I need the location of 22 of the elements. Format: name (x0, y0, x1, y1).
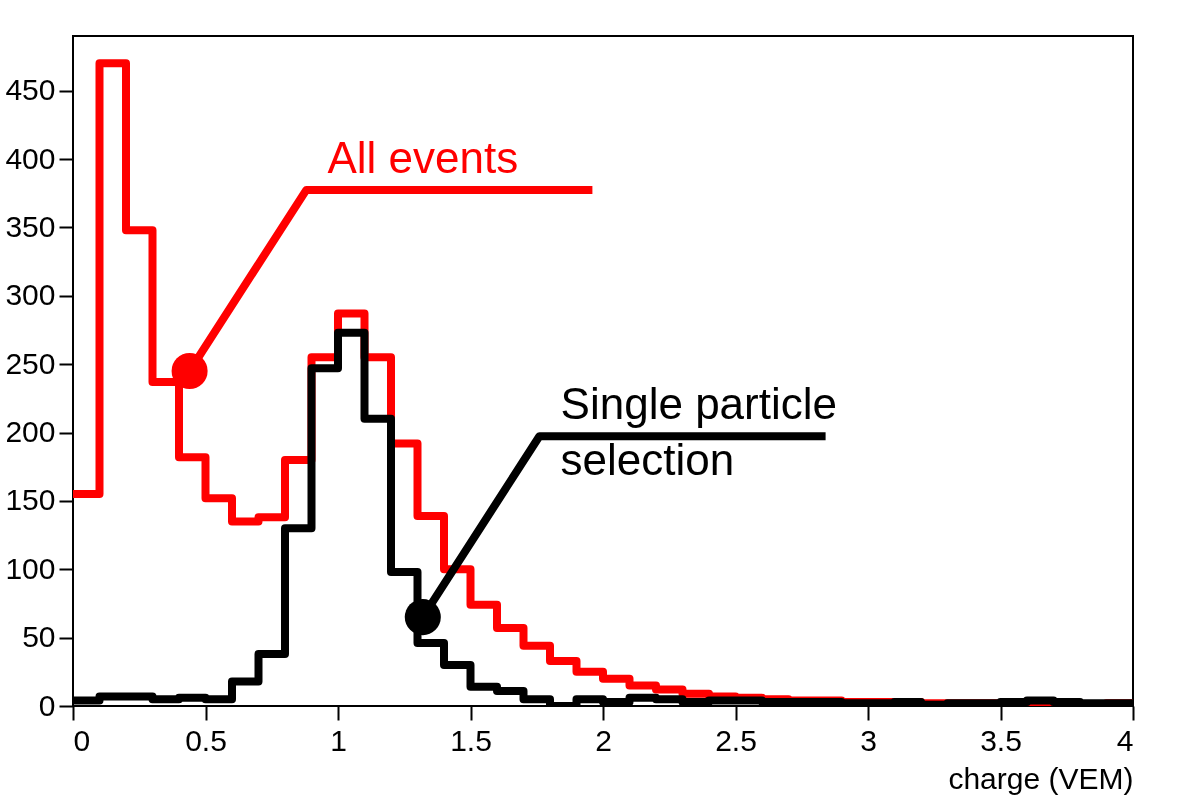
x-tick-label: 4 (1116, 723, 1134, 757)
x-axis-title: charge (VEM) (948, 761, 1134, 795)
x-tick-label: 0.5 (185, 723, 227, 757)
y-tick-label: 150 (5, 483, 56, 517)
y-tick-label: 250 (5, 346, 56, 380)
y-tick-label: 350 (5, 209, 56, 243)
annotation: All events (327, 133, 519, 183)
y-tick-label: 200 (5, 415, 56, 449)
y-tick-label: 300 (5, 278, 56, 312)
x-tick-label: 0 (73, 723, 91, 757)
x-tick-label: 1.5 (450, 723, 492, 757)
y-tick-label: 0 (38, 688, 56, 722)
y-tick-label: 400 (5, 141, 56, 175)
x-tick-label: 3 (860, 723, 877, 757)
annotation: Single particle selection (560, 379, 837, 485)
x-tick-label: 2 (595, 723, 612, 757)
x-tick-label: 1 (330, 723, 347, 757)
x-tick-label: 2.5 (715, 723, 757, 757)
x-tick-label: 3.5 (980, 723, 1022, 757)
y-tick-label: 100 (5, 551, 56, 585)
y-tick-label: 450 (5, 73, 56, 107)
y-tick-label: 50 (22, 620, 56, 654)
